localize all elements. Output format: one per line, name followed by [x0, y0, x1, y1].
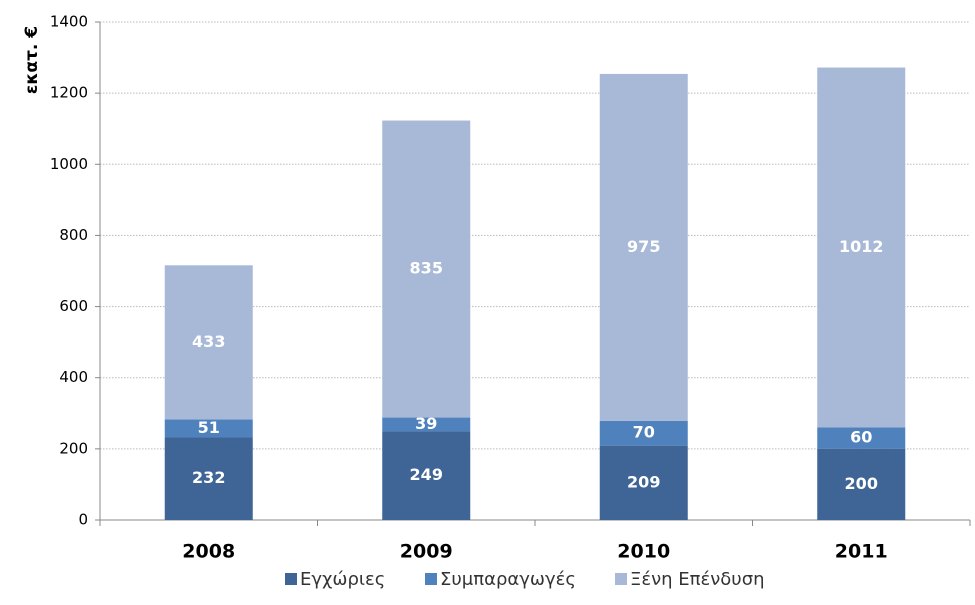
bar-segment [599, 73, 688, 421]
y-tick-label: 0 [78, 511, 88, 529]
data-label: 232 [192, 468, 225, 487]
legend-swatch [285, 573, 297, 585]
legend-label: Ξένη Επένδυση [630, 569, 765, 590]
legend-swatch [425, 573, 437, 585]
y-tick-label: 1000 [50, 155, 88, 173]
y-tick-label: 400 [59, 368, 88, 386]
data-label: 1012 [839, 237, 884, 256]
data-label: 975 [627, 237, 660, 256]
legend-label: Εγχώριες [300, 569, 385, 590]
bar-segment [817, 448, 906, 520]
x-tick-label: 2008 [182, 541, 235, 563]
bar-segment [164, 265, 253, 420]
bar-segment [817, 67, 906, 428]
y-tick-label: 1200 [50, 84, 88, 102]
data-label: 70 [633, 423, 655, 442]
data-label: 249 [410, 465, 443, 484]
data-label: 433 [192, 332, 225, 351]
y-tick-label: 200 [59, 439, 88, 457]
x-tick-label: 2011 [835, 541, 888, 563]
data-label: 39 [415, 414, 437, 433]
x-tick-label: 2009 [400, 541, 453, 563]
data-label: 835 [410, 259, 443, 278]
y-tick-label: 1400 [50, 13, 88, 31]
bar-segment [164, 419, 253, 438]
legend-swatch [615, 573, 627, 585]
bar-segment [382, 431, 471, 520]
x-tick-label: 2010 [617, 541, 670, 563]
data-label: 51 [198, 418, 220, 437]
data-label: 209 [627, 472, 660, 491]
data-label: 200 [845, 474, 878, 493]
bar-segment [599, 420, 688, 446]
bar-segment [382, 120, 471, 418]
y-tick-label: 800 [59, 226, 88, 244]
data-label: 60 [850, 428, 872, 447]
bar-segment [382, 417, 471, 432]
bar-segment [817, 427, 906, 449]
bar-segment [164, 437, 253, 520]
y-tick-label: 600 [59, 297, 88, 315]
legend-label: Συμπαραγωγές [440, 569, 576, 590]
y-axis-label: εκατ. € [22, 26, 42, 94]
bar-segment [599, 445, 688, 520]
